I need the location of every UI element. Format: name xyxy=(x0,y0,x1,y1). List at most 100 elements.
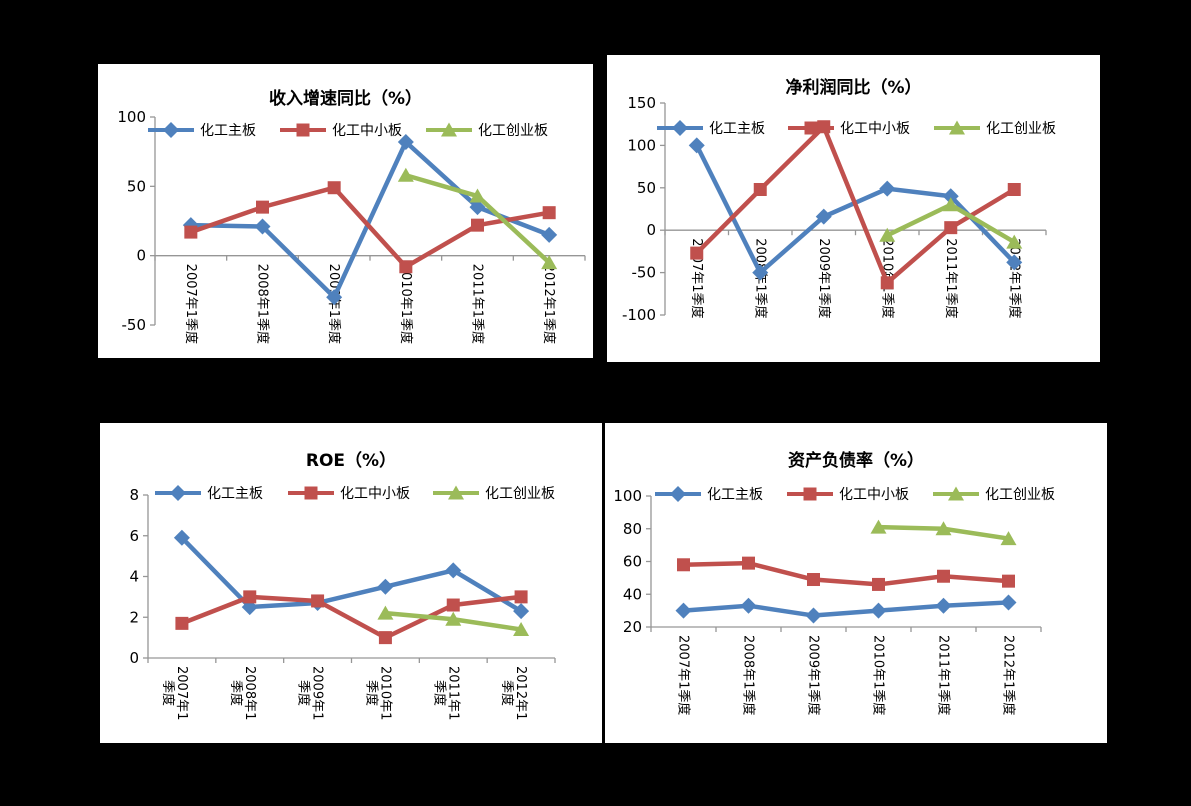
x-tick-label: 2007年1季度 xyxy=(183,264,199,344)
y-tick-label: 4 xyxy=(129,568,139,586)
chart-canvas-net-profit: -100-500501001502007年1季度2008年1季度2009年1季度… xyxy=(622,94,1056,324)
marker-square xyxy=(542,206,556,220)
y-tick-label: 50 xyxy=(637,179,656,197)
marker-triangle xyxy=(1006,234,1023,249)
chart-canvas-debt-ratio: 20 40 60 80 100 2007年1季度 2008年1季度 2009年1季度 2010年… xyxy=(613,486,1055,715)
y-tick-label: 0 xyxy=(129,649,139,667)
marker-square xyxy=(399,260,413,274)
x-tick-label: 2010年1季度 xyxy=(398,264,414,344)
legend-label-gem-board: 化工创业板 xyxy=(478,123,548,139)
marker-diamond xyxy=(942,188,959,205)
y-tick-label: 100 xyxy=(627,136,656,154)
marker-triangle xyxy=(513,621,530,636)
panel-net-profit: -100-500501001502007年1季度2008年1季度2009年1季度… xyxy=(607,55,1100,362)
legend-label-gem-board: 化工创业板 xyxy=(986,121,1056,137)
marker-square xyxy=(175,616,189,630)
legend-label-main-board: 化工主板 xyxy=(707,487,763,503)
y-tick-label: 6 xyxy=(129,527,139,545)
legend-label-main-board: 化工主板 xyxy=(207,486,263,502)
y-tick-label: -50 xyxy=(122,316,147,334)
x-tick-label: 2008年1季度 xyxy=(255,264,271,344)
marker-diamond xyxy=(513,603,530,620)
legend-label-main-board: 化工主板 xyxy=(200,123,256,139)
y-tick-label: 0 xyxy=(646,221,656,239)
marker-diamond xyxy=(326,289,343,306)
x-tick-label: 2012年1季度 xyxy=(541,264,557,344)
marker-square xyxy=(804,121,818,135)
marker-diamond xyxy=(688,137,705,154)
y-tick-label: 100 xyxy=(613,487,642,505)
x-tick-label: 2009年1季度 xyxy=(296,666,325,720)
marker-triangle xyxy=(935,521,952,536)
chart-canvas-revenue-growth: -500501002007年1季度2008年1季度2009年1季度2010年1季… xyxy=(117,108,586,344)
y-tick-label: 0 xyxy=(136,247,146,265)
marker-square xyxy=(378,631,392,645)
y-tick-label: -50 xyxy=(632,264,657,282)
x-tick-label: 2008年1季度 xyxy=(228,666,257,720)
x-tick-label: 2011年1季度 xyxy=(431,666,460,720)
marker-square xyxy=(514,590,528,604)
chart-title: 净利润同比（%） xyxy=(785,78,922,98)
series-line-sme-board xyxy=(188,185,552,270)
marker-square xyxy=(880,276,894,290)
marker-square xyxy=(677,558,690,572)
legend-label-sme-board: 化工中小板 xyxy=(840,121,910,137)
marker-diamond xyxy=(672,120,688,136)
chart-canvas-roe: 0 2 4 6 8 2007年1季度 2008年1季度 2009年1季度 2010年1季度 201… xyxy=(129,485,556,720)
marker-triangle xyxy=(879,227,896,242)
marker-square xyxy=(446,598,460,612)
x-tick-label: 2011年1季度 xyxy=(470,264,486,344)
series-line-main-board xyxy=(179,535,524,614)
marker-diamond xyxy=(445,562,462,579)
y-tick-label: 80 xyxy=(623,520,642,538)
marker-diamond xyxy=(1000,594,1017,611)
marker-square xyxy=(471,218,484,232)
chart-title: 资产负债率（%） xyxy=(787,451,925,471)
marker-diamond xyxy=(163,122,179,138)
marker-square xyxy=(944,221,958,235)
marker-square xyxy=(803,487,817,501)
marker-diamond xyxy=(740,597,757,614)
marker-triangle xyxy=(949,120,965,135)
series-line-sme-board xyxy=(179,594,524,640)
chart-title: 收入增速同比（%） xyxy=(268,89,423,109)
x-tick-label: 2012年1季度 xyxy=(1006,238,1022,318)
marker-diamond xyxy=(879,180,896,197)
marker-diamond xyxy=(397,133,414,150)
marker-triangle xyxy=(441,122,457,137)
marker-diamond xyxy=(170,485,186,501)
marker-square xyxy=(1007,182,1021,196)
marker-triangle xyxy=(870,519,887,534)
chart-title: ROE（%） xyxy=(305,451,397,471)
marker-square xyxy=(817,120,831,134)
marker-triangle xyxy=(948,486,964,501)
x-tick-label: 2009年1季度 xyxy=(806,635,822,715)
legend-label-gem-board: 化工创业板 xyxy=(485,486,555,502)
x-tick-label: 2012年1季度 xyxy=(1001,635,1017,715)
legend-label-sme-board: 化工中小板 xyxy=(839,487,909,503)
x-tick-label: 2010年1季度 xyxy=(363,666,392,720)
marker-diamond xyxy=(815,208,832,225)
legend-label-main-board: 化工主板 xyxy=(709,121,765,137)
marker-square xyxy=(937,569,950,583)
y-tick-label: 2 xyxy=(129,608,139,626)
marker-diamond xyxy=(870,602,887,619)
legend-label-sme-board: 化工中小板 xyxy=(340,486,410,502)
series-line-main-board xyxy=(188,139,552,300)
panel-roe: 0 2 4 6 8 2007年1季度 2008年1季度 2009年1季度 2010年1季度 201… xyxy=(100,423,602,743)
marker-square xyxy=(184,225,198,239)
x-tick-label: 2011年1季度 xyxy=(936,635,952,715)
marker-square xyxy=(304,486,318,500)
marker-square xyxy=(311,594,325,608)
marker-diamond xyxy=(805,607,822,624)
marker-diamond xyxy=(469,199,486,216)
marker-triangle xyxy=(377,605,394,620)
y-tick-label: 40 xyxy=(623,585,642,603)
marker-diamond xyxy=(935,597,952,614)
marker-triangle xyxy=(445,611,462,626)
series-line-sme-board xyxy=(681,560,1011,587)
marker-square xyxy=(243,590,257,604)
marker-square xyxy=(872,577,885,591)
x-tick-label: 2010年1季度 xyxy=(871,635,887,715)
